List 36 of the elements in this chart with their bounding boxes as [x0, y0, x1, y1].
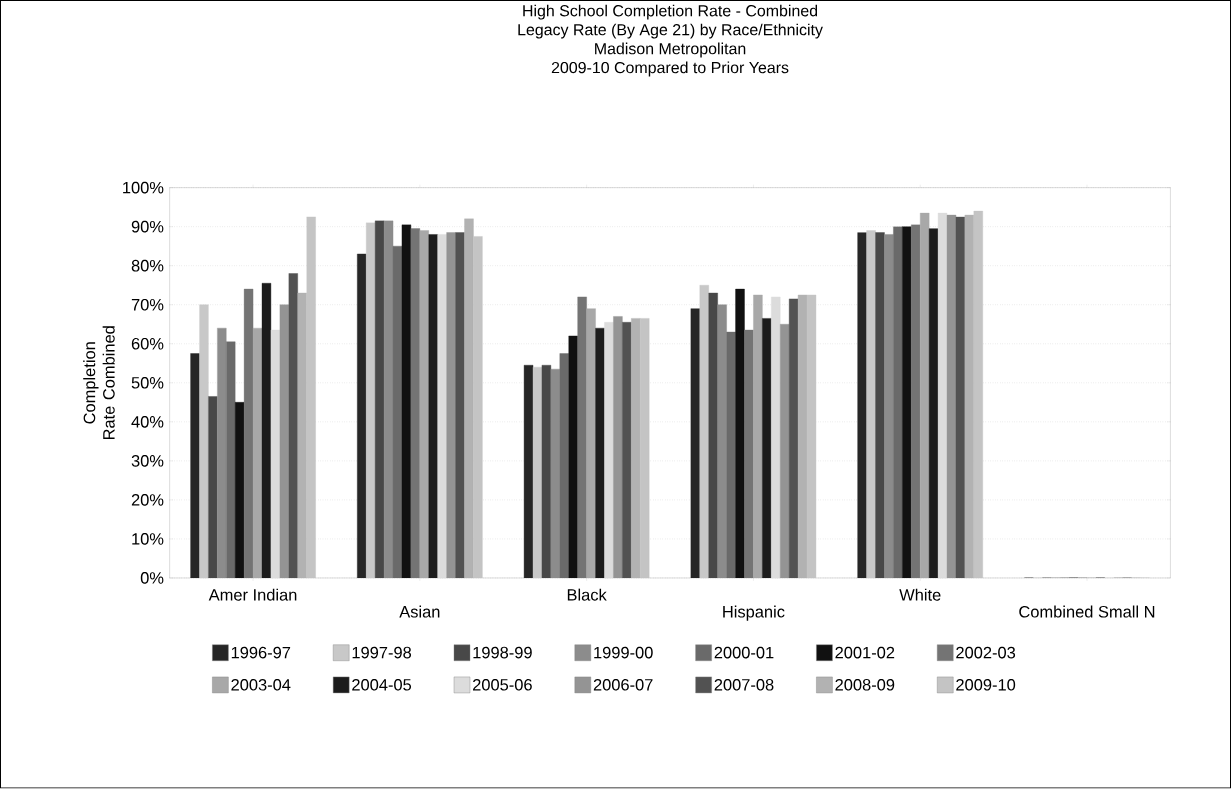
- text: Madison Metropolitan: [595, 42, 746, 58]
- y-tick-label: 30%: [131, 455, 164, 467]
- y-tick-label: 90%: [131, 221, 164, 233]
- legend-label: 2004-05: [352, 679, 412, 691]
- x-tick-label: White: [899, 588, 941, 601]
- y-tick-label: 20%: [131, 494, 164, 506]
- y-tick-label: 60%: [131, 338, 164, 350]
- text: 2009-10 Compared to Prior Years: [551, 61, 789, 77]
- legend-label: 2000-01: [714, 646, 774, 659]
- x-tick-label: Black: [567, 588, 607, 601]
- y-axis-title: Completion Rate Combined: [83, 326, 115, 440]
- y-tick-label: 80%: [131, 260, 164, 272]
- legend-label: 2009-10: [956, 679, 1016, 691]
- legend-label: 2005-06: [473, 679, 532, 691]
- legend-label: 1996-97: [231, 646, 291, 659]
- legend-label: 1998-99: [473, 646, 532, 659]
- chart-title: High School Completion Rate - Combined: [523, 4, 818, 20]
- x-tick-label: Amer Indian: [208, 588, 297, 601]
- legend-label: 1997-98: [352, 646, 412, 659]
- y-tick-label: 40%: [131, 416, 164, 428]
- legend-label: 2006-07: [593, 679, 653, 691]
- legend-label: 2001-02: [835, 646, 895, 659]
- y-tick-label: 10%: [132, 533, 164, 545]
- y-tick-label: 70%: [131, 299, 164, 311]
- legend-label: 2003-04: [231, 679, 291, 691]
- legend-label: 1999-00: [594, 646, 653, 659]
- y-tick-label: 50%: [131, 377, 164, 389]
- x-tick-label: Hispanic: [723, 605, 785, 622]
- y-tick-label: 0%: [140, 572, 164, 584]
- legend-label: 2007-08: [714, 679, 774, 691]
- chart-subtitle: Legacy Rate (By Age 21) by Race/Ethnicity: [518, 23, 823, 39]
- legend-label: 2002-03: [956, 646, 1016, 659]
- x-tick-label: Combined Small N: [1019, 605, 1155, 618]
- x-tick-label: Asian: [399, 605, 440, 618]
- y-tick-label: 100%: [123, 181, 164, 194]
- legend-label: 2008-09: [835, 679, 895, 691]
